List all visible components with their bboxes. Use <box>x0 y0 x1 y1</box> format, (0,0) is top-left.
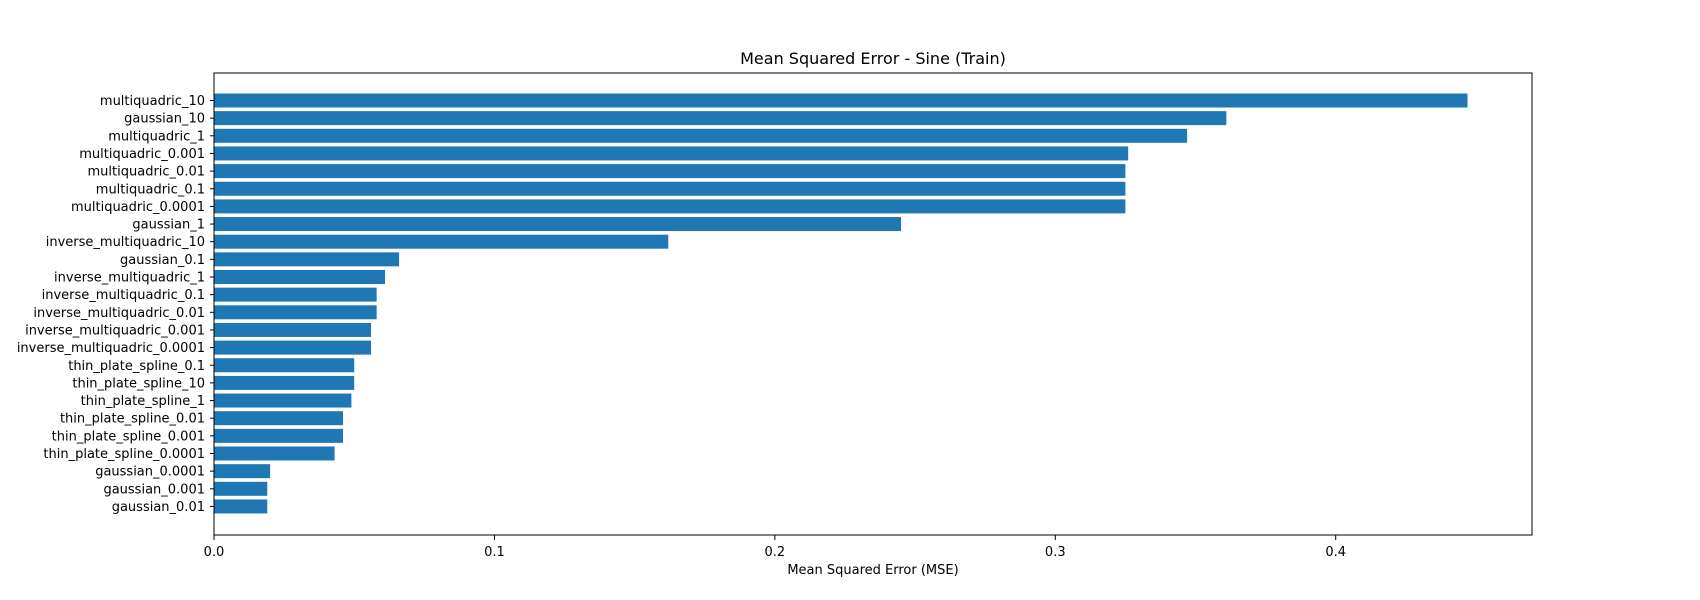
y-tick-label: inverse_multiquadric_0.01 <box>33 306 205 321</box>
y-tick-label: multiquadric_0.001 <box>79 147 205 162</box>
y-tick-label: multiquadric_1 <box>108 129 205 144</box>
y-tick-label: inverse_multiquadric_10 <box>46 235 205 250</box>
x-tick-label: 0.1 <box>484 545 505 560</box>
x-tick-label: 0.2 <box>765 545 786 560</box>
y-tick-label: inverse_multiquadric_0.0001 <box>17 341 205 356</box>
y-tick-label: thin_plate_spline_10 <box>72 376 205 391</box>
bar-multiquadric_10 <box>214 93 1468 108</box>
bar-thin_plate_spline_0.0001 <box>214 446 335 461</box>
y-tick-label: thin_plate_spline_0.0001 <box>43 447 205 462</box>
bar-thin_plate_spline_0.001 <box>214 428 343 443</box>
y-tick-label: gaussian_1 <box>132 218 205 233</box>
y-tick-label: multiquadric_0.01 <box>88 165 205 180</box>
x-tick-label: 0.4 <box>1325 545 1346 560</box>
bar-gaussian_0.0001 <box>214 464 271 479</box>
bars-group <box>214 93 1468 514</box>
bar-inverse_multiquadric_10 <box>214 234 669 249</box>
y-tick-label: thin_plate_spline_0.1 <box>68 359 205 374</box>
y-tick-label: multiquadric_0.0001 <box>71 200 205 215</box>
bar-gaussian_0.001 <box>214 481 268 496</box>
bar-multiquadric_1 <box>214 128 1188 143</box>
y-tick-label: multiquadric_10 <box>100 94 205 109</box>
chart-title: Mean Squared Error - Sine (Train) <box>740 49 1006 68</box>
y-tick-label: inverse_multiquadric_0.001 <box>25 323 205 338</box>
bar-inverse_multiquadric_0.001 <box>214 322 372 337</box>
bar-thin_plate_spline_0.1 <box>214 358 355 373</box>
y-tick-label: inverse_multiquadric_0.1 <box>42 288 205 303</box>
bar-gaussian_1 <box>214 217 902 232</box>
bar-inverse_multiquadric_0.01 <box>214 305 377 320</box>
x-axis-label: Mean Squared Error (MSE) <box>787 563 958 578</box>
y-tick-label: thin_plate_spline_0.001 <box>52 429 205 444</box>
y-tick-label: thin_plate_spline_0.01 <box>60 412 205 427</box>
bar-gaussian_0.1 <box>214 252 400 267</box>
y-tick-label: inverse_multiquadric_1 <box>54 271 205 286</box>
x-tick-label: 0.0 <box>204 545 225 560</box>
y-tick-label: gaussian_0.001 <box>103 482 205 497</box>
bar-inverse_multiquadric_1 <box>214 270 386 284</box>
bar-gaussian_0.01 <box>214 499 268 514</box>
bar-thin_plate_spline_10 <box>214 375 355 390</box>
bar-inverse_multiquadric_0.1 <box>214 287 377 302</box>
bar-thin_plate_spline_1 <box>214 393 352 408</box>
y-tick-label: multiquadric_0.1 <box>96 182 205 197</box>
bar-multiquadric_0.1 <box>214 181 1126 196</box>
bar-thin_plate_spline_0.01 <box>214 411 343 426</box>
bar-multiquadric_0.01 <box>214 164 1126 179</box>
plot-area-frame <box>213 72 1533 536</box>
bar-gaussian_10 <box>214 111 1227 126</box>
y-tick-label: gaussian_0.0001 <box>95 465 205 480</box>
y-tick-label: thin_plate_spline_1 <box>81 394 205 409</box>
y-tick-label: gaussian_10 <box>124 112 205 127</box>
y-tick-label: gaussian_0.1 <box>120 253 205 268</box>
x-axis-ticks: 0.0 0.1 0.2 0.3 0.4 <box>204 535 1346 560</box>
y-tick-label: gaussian_0.01 <box>112 500 205 515</box>
y-axis-ticks: multiquadric_10 gaussian_10 multiquadric_1… <box>17 94 214 515</box>
x-tick-label: 0.3 <box>1045 545 1066 560</box>
bar-multiquadric_0.001 <box>214 146 1129 161</box>
bar-inverse_multiquadric_0.0001 <box>214 340 372 355</box>
bar-multiquadric_0.0001 <box>214 199 1126 214</box>
